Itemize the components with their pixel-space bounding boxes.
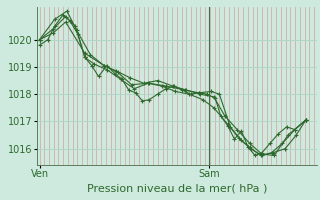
X-axis label: Pression niveau de la mer( hPa ): Pression niveau de la mer( hPa )	[87, 183, 267, 193]
